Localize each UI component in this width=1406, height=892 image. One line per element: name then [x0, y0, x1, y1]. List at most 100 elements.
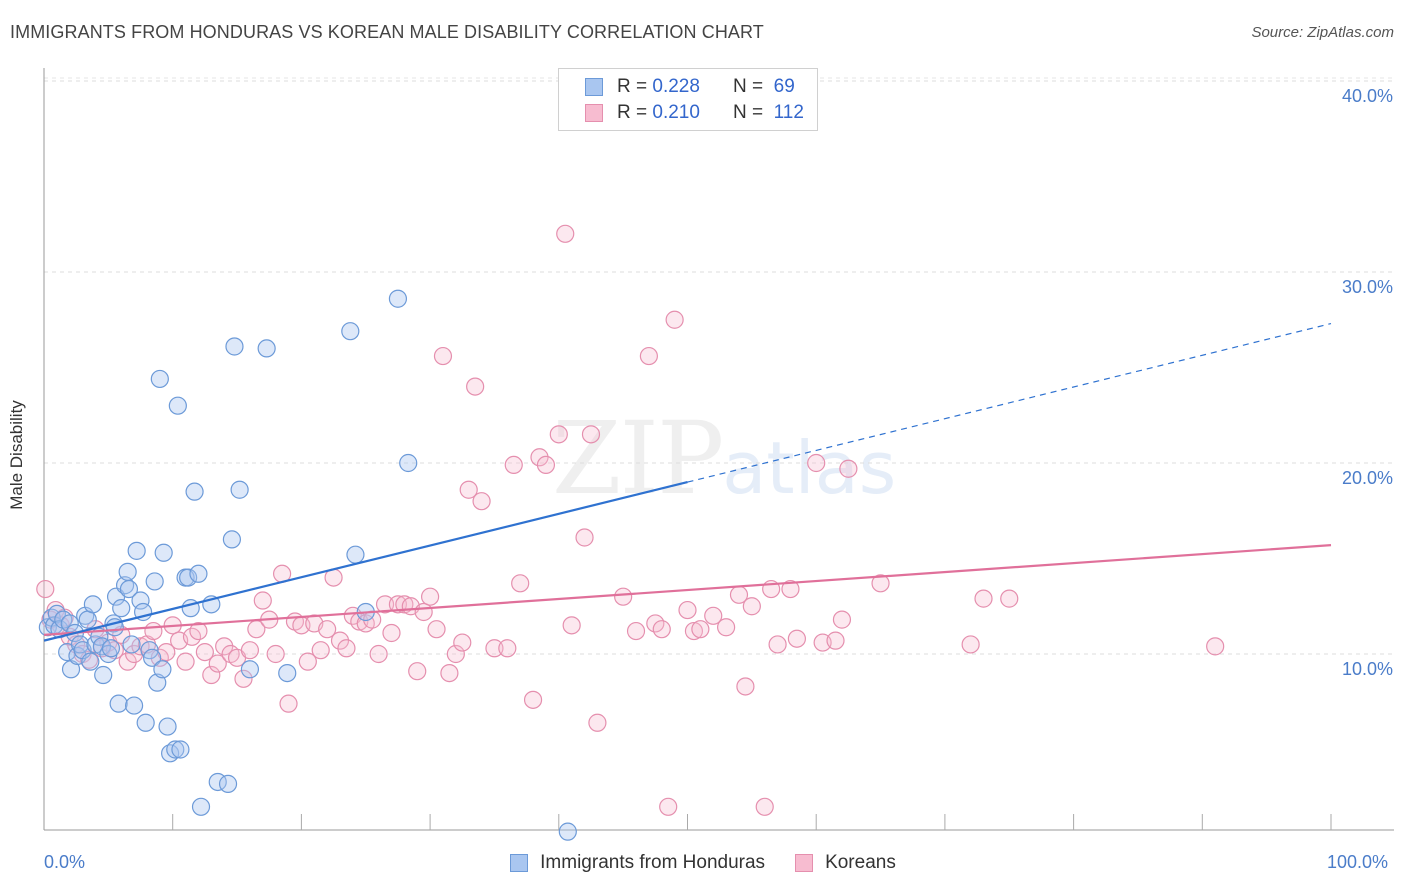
korean-point-100: [768, 635, 787, 654]
zipatlas-watermark: ZIPatlas: [552, 400, 896, 517]
korean-point-89: [665, 310, 684, 329]
honduras-point-69: [558, 822, 577, 841]
korean-point-85: [639, 346, 658, 366]
honduras-point-42: [153, 660, 172, 679]
korean-point-48: [337, 639, 356, 658]
korean-point-109: [961, 635, 980, 654]
honduras-point-53: [189, 564, 208, 583]
korean-point-65: [446, 644, 465, 664]
korean-point-59: [408, 662, 427, 681]
korean-point-71: [498, 639, 517, 658]
honduras-point-31: [122, 635, 141, 654]
korean-point-79: [562, 616, 581, 635]
honduras-point-61: [240, 660, 260, 679]
honduras-point-29: [118, 562, 137, 581]
honduras-point-47: [168, 396, 187, 415]
legend-item-honduras: Immigrants from Honduras: [510, 852, 765, 874]
honduras-point-68: [399, 453, 418, 473]
legend-n-value: 112: [773, 102, 804, 123]
korean-point-94: [717, 618, 736, 637]
korean-point-90: [678, 600, 697, 620]
korean-point-97: [742, 597, 761, 616]
korean-point-60: [414, 602, 433, 622]
korean-point-92: [691, 620, 710, 639]
honduras-point-41: [150, 369, 169, 389]
watermark-zip: ZIP: [552, 400, 724, 517]
korean-point-108: [871, 574, 890, 593]
korean-point-98: [755, 797, 774, 816]
korean-point-53: [369, 644, 388, 664]
korean-point-47: [330, 631, 350, 650]
korean-point-82: [588, 713, 607, 732]
korean-point-107: [839, 459, 858, 478]
honduras-trend-line: [43, 481, 688, 642]
legend-n-label: N =: [732, 102, 764, 123]
korean-point-27: [202, 665, 221, 685]
korean-point-111: [1000, 589, 1019, 608]
korean-point-29: [215, 637, 234, 656]
korean-point-26: [195, 642, 214, 662]
korean-point-32: [234, 669, 253, 688]
honduras-point-19: [92, 637, 112, 656]
honduras-point-39: [145, 572, 164, 591]
honduras-point-38: [143, 648, 162, 667]
korean-trend-line: [43, 544, 1332, 636]
korean-point-35: [253, 591, 272, 610]
honduras-point-59: [225, 337, 244, 356]
legend-label-koreans: Koreans: [825, 852, 896, 873]
korean-point-28: [208, 654, 227, 673]
korean-point-83: [614, 587, 633, 606]
korean-point-91: [684, 621, 704, 641]
korean-point-69: [472, 492, 491, 511]
honduras-point-63: [278, 663, 297, 683]
honduras-point-30: [119, 579, 139, 599]
series-legend: Immigrants from Honduras Koreans: [0, 852, 1406, 874]
honduras-point-48: [171, 740, 190, 759]
honduras-point-36: [136, 713, 155, 732]
honduras-point-40: [148, 673, 167, 692]
korean-point-75: [530, 448, 549, 467]
honduras-point-27: [112, 599, 131, 618]
honduras-point-52: [185, 482, 204, 501]
legend-row-honduras: R = 0.228 N = 69: [585, 76, 795, 98]
honduras-point-33: [127, 541, 146, 560]
korean-point-42: [298, 652, 317, 671]
chart-title: IMMIGRANTS FROM HONDURAS VS KOREAN MALE …: [10, 22, 764, 42]
korean-point-16: [131, 637, 150, 656]
honduras-point-64: [341, 322, 360, 341]
y-axis-label: Male Disability: [7, 400, 26, 510]
korean-point-64: [440, 663, 459, 683]
honduras-point-26: [109, 694, 128, 713]
korean-point-93: [704, 606, 723, 625]
legend-r-value: 0.228: [652, 76, 700, 97]
korean-point-110: [974, 589, 993, 608]
korean-point-55: [382, 623, 401, 643]
honduras-point-50: [179, 568, 198, 587]
koreans-swatch: [795, 854, 814, 872]
korean-point-23: [176, 652, 195, 671]
korean-point-33: [240, 641, 260, 660]
korean-point-76: [536, 455, 556, 475]
honduras-point-62: [257, 339, 276, 358]
honduras-point-67: [388, 289, 408, 308]
korean-point-62: [427, 620, 446, 639]
correlation-legend: R = 0.228 N = 69 R = 0.210 N = 112: [558, 68, 818, 131]
honduras-point-0: [38, 618, 57, 637]
legend-row-koreans: R = 0.210 N = 112: [585, 102, 804, 124]
legend-r-label: R =: [617, 102, 648, 123]
korean-point-61: [421, 587, 440, 606]
legend-n-value: 69: [773, 76, 795, 97]
honduras-point-65: [346, 545, 365, 564]
honduras-point-54: [191, 797, 211, 816]
korean-point-68: [466, 377, 485, 396]
korean-point-54: [375, 595, 395, 614]
korean-point-18: [144, 621, 163, 641]
korean-point-81: [581, 425, 601, 444]
source-credit: Source: ZipAtlas.com: [1251, 24, 1394, 41]
korean-point-44: [311, 641, 330, 660]
korean-point-96: [736, 677, 755, 696]
honduras-point-43: [154, 543, 173, 562]
korean-point-112: [1206, 637, 1225, 656]
korean-point-87: [652, 620, 671, 639]
